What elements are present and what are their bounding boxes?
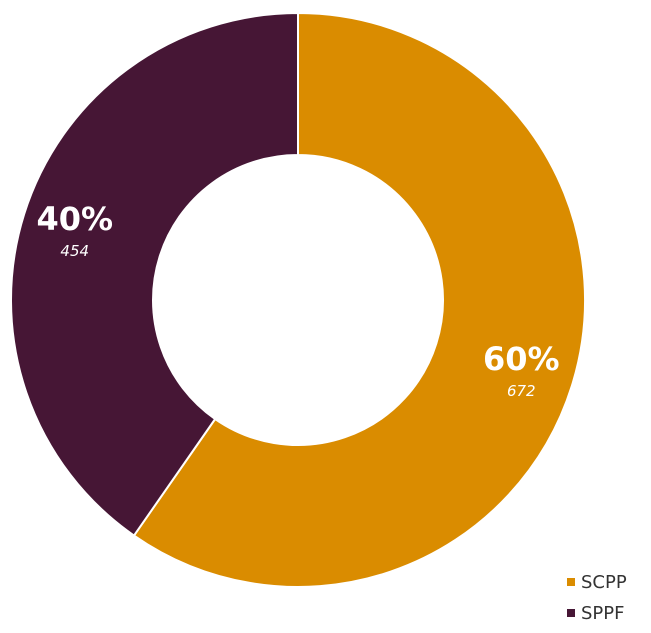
legend-swatch-scpp: [567, 578, 575, 586]
slices-group: [10, 11, 586, 588]
legend: SCPP SPPF: [567, 571, 651, 633]
percent-label-sppf: 40%: [36, 200, 113, 238]
value-label-scpp: 672: [507, 382, 536, 400]
legend-item-scpp: SCPP: [567, 571, 651, 593]
percent-label-scpp: 60%: [483, 340, 560, 378]
slice-scpp: [132, 11, 586, 588]
legend-swatch-sppf: [567, 609, 575, 617]
value-label-sppf: 454: [60, 242, 89, 260]
legend-item-sppf: SPPF: [567, 602, 651, 624]
labels-group: 60% 672 40% 454: [36, 200, 559, 400]
donut-chart: 60% 672 40% 454: [10, 11, 586, 588]
legend-label-sppf: SPPF: [581, 602, 625, 624]
slice-sppf: [10, 11, 299, 537]
legend-label-scpp: SCPP: [581, 571, 627, 593]
